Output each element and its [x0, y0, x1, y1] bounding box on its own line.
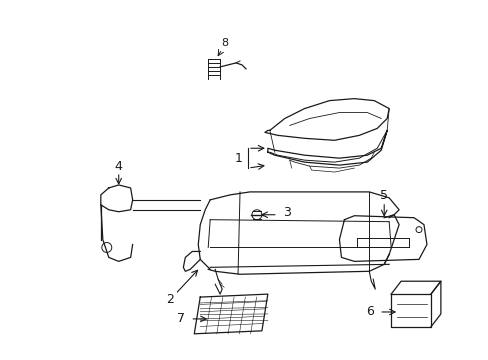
Text: 1: 1: [235, 152, 243, 165]
Text: 6: 6: [366, 306, 373, 319]
Text: 3: 3: [282, 206, 290, 219]
Text: 2: 2: [166, 293, 174, 306]
Text: 5: 5: [380, 189, 387, 202]
Text: 7: 7: [177, 312, 185, 325]
Text: 4: 4: [115, 159, 122, 172]
Text: 8: 8: [221, 38, 228, 48]
